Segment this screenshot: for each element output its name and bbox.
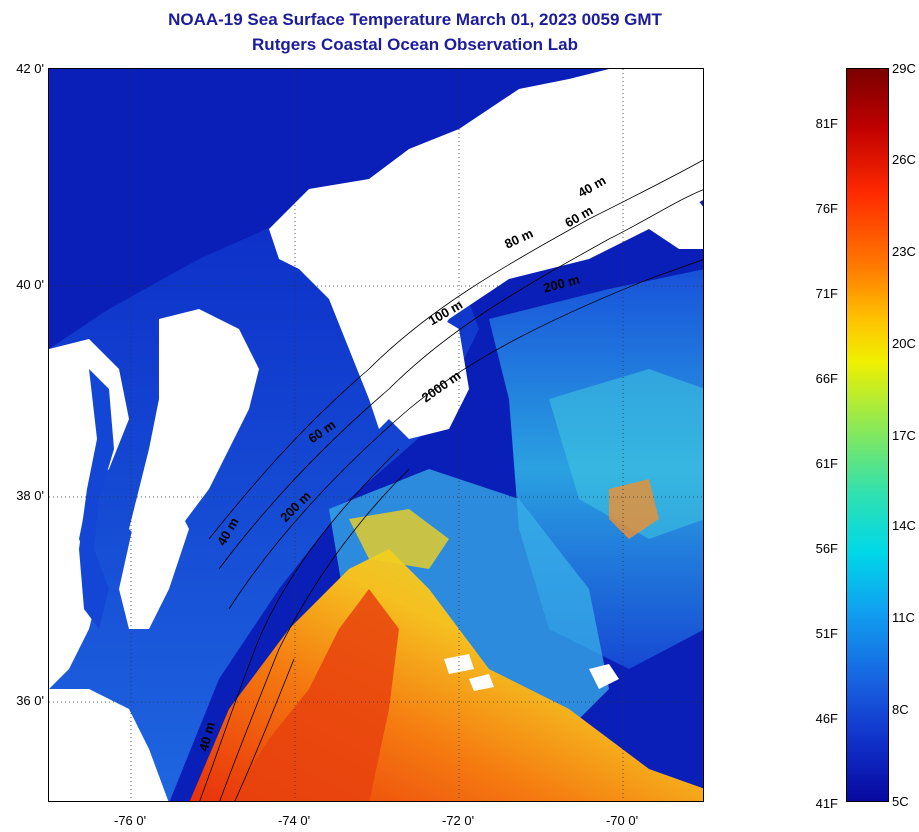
lon-label-72: -72 0': [441, 813, 475, 828]
colorbar-f-label: 66F: [815, 371, 838, 386]
gulf-stream-core: [230, 589, 399, 801]
lon-label-76: -76 0': [113, 813, 147, 828]
land-new-jersey: [129, 309, 259, 549]
colorbar-f-label: 46F: [815, 711, 838, 726]
colorbar-f-label: 81F: [815, 116, 838, 131]
lon-label-74: -74 0': [277, 813, 311, 828]
colorbar-f-label: 61F: [815, 456, 838, 471]
colorbar-c-label: 11C: [892, 610, 915, 625]
chesapeake-bay: [79, 369, 114, 629]
bathymetry-contours: [199, 159, 703, 801]
colorbar-f-label: 71F: [815, 286, 838, 301]
colorbar-gradient: [847, 69, 888, 801]
colorbar-c-label: 26C: [892, 152, 916, 167]
colorbar-c-label: 8C: [892, 702, 909, 717]
warm-filament: [349, 509, 449, 569]
cloud-patch-small: [469, 674, 494, 691]
cloud-patch-small: [444, 654, 474, 674]
colorbar-f-label: 41F: [815, 796, 838, 811]
temperature-colorbar: [846, 68, 889, 802]
colorbar-c-label: 17C: [892, 428, 916, 443]
sst-map-canvas: [49, 69, 703, 801]
colorbar-f-label: 56F: [815, 541, 838, 556]
lat-label-42: 42 0': [16, 61, 44, 76]
colorbar-c-label: 23C: [892, 244, 916, 259]
lat-label-38: 38 0': [16, 488, 44, 503]
cloud-patch: [349, 299, 469, 439]
warm-eddy: [609, 479, 659, 539]
colorbar-c-label: 29C: [892, 61, 916, 76]
land-delmarva: [119, 489, 189, 629]
land-north-carolina: [49, 689, 169, 801]
lat-label-36: 36 0': [16, 693, 44, 708]
colorbar-f-label: 76F: [815, 201, 838, 216]
map-title: NOAA-19 Sea Surface Temperature March 01…: [168, 10, 662, 29]
lon-label-70: -70 0': [605, 813, 639, 828]
colorbar-c-label: 20C: [892, 336, 916, 351]
cloud-patch-small: [589, 664, 619, 689]
colorbar-c-label: 14C: [892, 518, 916, 533]
grid-lines: [49, 69, 703, 801]
east-cyan-water: [549, 369, 703, 539]
map-subtitle: Rutgers Coastal Ocean Observation Lab: [252, 35, 578, 54]
colorbar-f-label: 51F: [815, 626, 838, 641]
sst-map: 40 m 60 m 80 m 100 m 200 m 2000 m 60 m 2…: [48, 68, 704, 802]
colorbar-c-label: 5C: [892, 794, 909, 809]
lat-label-40: 40 0': [16, 277, 44, 292]
